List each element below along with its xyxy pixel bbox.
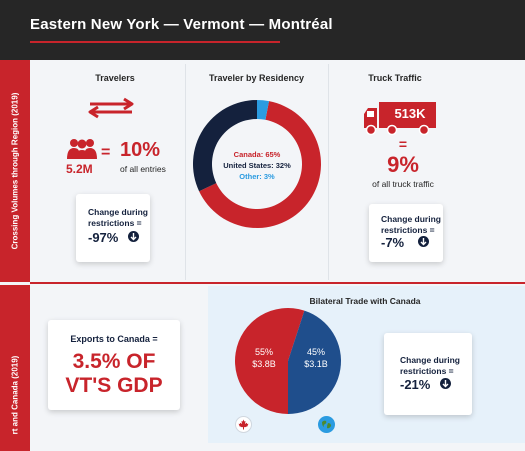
trade-slice-other-value: $3.1B: [304, 359, 328, 369]
legend-other: Other: 3%: [239, 172, 275, 181]
truck-caption: of all truck traffic: [372, 179, 434, 189]
exports-value-line1: 3.5% OF: [72, 350, 156, 373]
truck-title: Truck Traffic: [368, 73, 422, 83]
truck-change-card: Change during restrictions = -7%: [369, 204, 443, 262]
travelers-percent: 10%: [120, 139, 161, 161]
people-icon: [67, 139, 97, 159]
trade-change-card: Change during restrictions = -21%: [384, 333, 472, 415]
change-value: -7%: [381, 235, 405, 250]
donut-slice-other: [257, 100, 269, 120]
residency-donut-chart: [193, 100, 321, 228]
donut-slice-canada: [199, 101, 321, 228]
change-value: -97%: [88, 230, 119, 245]
header-underline: [30, 41, 280, 43]
trade-slice-canada: [235, 308, 305, 414]
truck-equals: =: [398, 136, 408, 152]
trade-slice-other-percent: 45%: [306, 347, 325, 357]
column-divider: [185, 64, 186, 280]
down-arrow-icon: [128, 231, 139, 242]
residency-legend: Canada: 65% United States: 32% Other: 3%: [207, 149, 307, 182]
page-title: Eastern New York — Vermont — Montréal: [30, 16, 333, 33]
double-arrow-icon: [88, 97, 134, 119]
donut-slice-united-states: [193, 100, 257, 192]
residency-title: Traveler by Residency: [208, 73, 305, 83]
exports-label: Exports to Canada =: [70, 334, 158, 344]
side-label-trade: rt and Canada (2019): [10, 355, 20, 435]
travelers-change-card: Change during restrictions = -97%: [76, 194, 150, 262]
change-value: -21%: [400, 377, 431, 392]
truck-percent: 9%: [387, 152, 419, 177]
trade-slice-canada-percent: 55%: [254, 347, 273, 357]
trade-title: Bilateral Trade with Canada: [309, 296, 421, 306]
travelers-equals: =: [101, 144, 111, 161]
side-band-crossings: [0, 60, 30, 282]
exports-card: Exports to Canada = 3.5% OF VT'S GDP: [48, 320, 180, 410]
down-arrow-icon: [440, 378, 451, 389]
side-label-crossings: Crossing Volumes through Region (2019): [10, 92, 20, 250]
trade-slice-rest: [288, 310, 341, 414]
legend-united-states: United States: 32%: [223, 161, 291, 170]
column-divider: [328, 64, 329, 280]
side-band-trade: [0, 285, 30, 451]
trade-slice-canada-value: $3.8B: [252, 359, 276, 369]
change-label: Change during restrictions =: [400, 355, 460, 376]
legend-canada: Canada: 65%: [233, 150, 281, 159]
trade-slice-canada-label: 55% $3.8B: [244, 346, 284, 370]
travelers-title: Travelers: [95, 73, 135, 83]
exports-value-line2: VT'S GDP: [65, 374, 163, 397]
canada-flag-icon: [235, 416, 252, 433]
globe-icon: [318, 416, 335, 433]
down-arrow-icon: [418, 236, 429, 247]
truck-icon: [364, 102, 436, 136]
travelers-count: 5.2M: [66, 162, 93, 176]
section-divider: [30, 282, 525, 284]
exports-value: 3.5% OF VT'S GDP: [48, 350, 180, 398]
travelers-caption: of all entries: [120, 164, 166, 174]
truck-count: 513K: [394, 106, 426, 121]
trade-slice-other-label: 45% $3.1B: [296, 346, 336, 370]
trade-pie-chart: [235, 308, 341, 414]
header-bar: Eastern New York — Vermont — Montréal: [0, 0, 525, 60]
change-label: Change during restrictions =: [88, 207, 148, 228]
change-label: Change during restrictions =: [381, 214, 441, 235]
